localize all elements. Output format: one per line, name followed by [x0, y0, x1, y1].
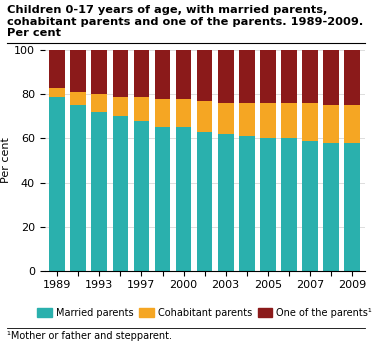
Bar — [260, 103, 276, 138]
Bar — [239, 136, 254, 271]
Bar — [134, 121, 149, 271]
Bar — [197, 132, 212, 271]
Y-axis label: Per cent: Per cent — [1, 137, 11, 184]
Text: cohabitant parents and one of the parents. 1989-2009.: cohabitant parents and one of the parent… — [7, 17, 364, 27]
Bar — [197, 50, 212, 101]
Bar — [344, 105, 360, 143]
Bar — [70, 105, 86, 271]
Text: ¹Mother or father and stepparent.: ¹Mother or father and stepparent. — [7, 331, 173, 341]
Bar — [70, 92, 86, 105]
Bar — [155, 127, 170, 271]
Bar — [260, 138, 276, 271]
Bar — [112, 96, 128, 117]
Bar — [49, 88, 65, 96]
Bar — [302, 141, 318, 271]
Bar — [239, 50, 254, 103]
Bar — [70, 50, 86, 92]
Bar — [302, 50, 318, 103]
Bar — [344, 50, 360, 105]
Bar — [155, 99, 170, 127]
Bar — [49, 96, 65, 271]
Bar — [176, 50, 192, 99]
Bar — [281, 103, 297, 138]
Bar — [49, 50, 65, 88]
Bar — [344, 143, 360, 271]
Bar — [323, 105, 339, 143]
Bar — [281, 50, 297, 103]
Text: Children 0-17 years of age, with married parents,: Children 0-17 years of age, with married… — [7, 5, 328, 15]
Bar — [155, 50, 170, 99]
Bar — [218, 134, 234, 271]
Bar — [112, 50, 128, 96]
Bar — [197, 101, 212, 132]
Bar — [323, 50, 339, 105]
Bar — [302, 103, 318, 141]
Bar — [134, 96, 149, 121]
Legend: Married parents, Cohabitant parents, One of the parents¹: Married parents, Cohabitant parents, One… — [33, 304, 372, 322]
Text: Per cent: Per cent — [7, 28, 61, 38]
Bar — [218, 103, 234, 134]
Bar — [176, 127, 192, 271]
Bar — [281, 138, 297, 271]
Bar — [323, 143, 339, 271]
Bar — [92, 50, 107, 94]
Bar — [239, 103, 254, 136]
Bar — [260, 50, 276, 103]
Bar — [176, 99, 192, 127]
Bar — [134, 50, 149, 96]
Bar — [92, 94, 107, 112]
Bar — [112, 117, 128, 271]
Bar — [92, 112, 107, 271]
Bar — [218, 50, 234, 103]
